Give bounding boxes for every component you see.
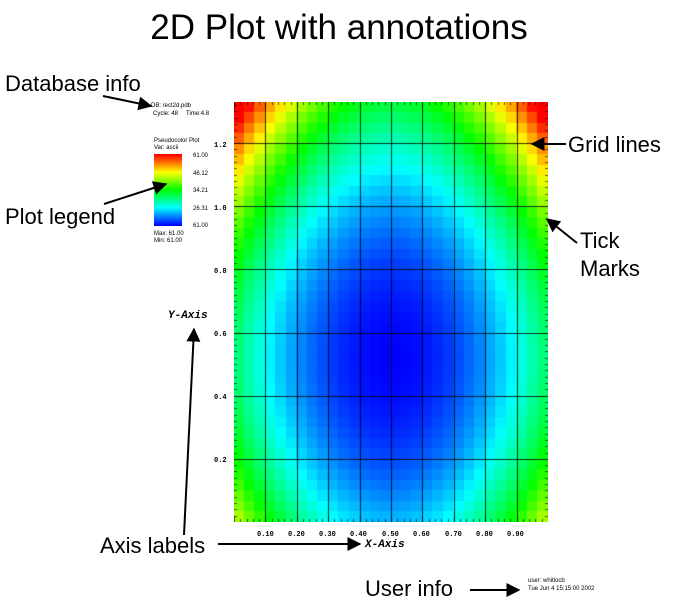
database-time: Time:4.8 bbox=[186, 111, 210, 117]
callout-grid-lines: Grid lines bbox=[568, 132, 661, 157]
legend-title: Pseudocolor Plot bbox=[154, 138, 200, 144]
callout-tick-marks-1: Tick bbox=[580, 228, 620, 253]
y-tick-label: 0.8 bbox=[214, 268, 227, 276]
arrow-database-info bbox=[102, 95, 153, 111]
arrow-axis-labels-y bbox=[183, 327, 201, 536]
user-name: user: whitlocb bbox=[528, 578, 565, 584]
legend-tick-3: 26.31 bbox=[193, 206, 209, 212]
x-tick-label: 0.10 bbox=[257, 531, 274, 539]
x-tick-label: 0.40 bbox=[350, 531, 367, 539]
y-tick-label: 0.6 bbox=[214, 331, 227, 339]
legend-max: Max: 61.00 bbox=[154, 231, 184, 237]
y-tick-label: 0.4 bbox=[214, 394, 227, 402]
y-axis-title: Y-Axis bbox=[168, 310, 208, 322]
legend-tick-1: 46.12 bbox=[193, 171, 209, 177]
x-tick-label: 0.90 bbox=[507, 531, 524, 539]
x-tick-label: 0.60 bbox=[413, 531, 430, 539]
database-cycle: Cycle: 48 bbox=[153, 111, 179, 117]
x-axis-title: X-Axis bbox=[365, 539, 405, 551]
legend-variable: Var: ascii bbox=[154, 145, 179, 151]
callout-axis-labels: Axis labels bbox=[100, 533, 206, 558]
database-filename: DB: rect2d.pdb bbox=[151, 103, 192, 109]
x-tick-label: 0.50 bbox=[382, 531, 399, 539]
page-title: 2D Plot with annotations bbox=[150, 8, 528, 47]
y-tick-label: 0.2 bbox=[214, 457, 227, 465]
callout-user-info: User info bbox=[365, 576, 454, 601]
arrow-plot-legend bbox=[103, 181, 168, 205]
user-timestamp: Tue Jun 4 15:15:00 2002 bbox=[528, 586, 595, 592]
x-tick-label: 0.20 bbox=[288, 531, 305, 539]
legend-tick-0: 61.00 bbox=[193, 153, 209, 159]
callout-database-info: Database info bbox=[5, 71, 141, 96]
callout-plot-legend: Plot legend bbox=[5, 204, 116, 229]
arrow-tick-marks bbox=[545, 218, 578, 244]
pseudocolor-plot bbox=[234, 102, 548, 522]
y-tick-label: 1.2 bbox=[214, 142, 227, 150]
callout-tick-marks-2: Marks bbox=[580, 256, 640, 281]
x-tick-label: 0.30 bbox=[319, 531, 336, 539]
legend-tick-4: 61.00 bbox=[193, 223, 209, 229]
x-tick-label: 0.80 bbox=[476, 531, 493, 539]
y-tick-label: 1.0 bbox=[214, 205, 227, 213]
legend-min: Min: 61.00 bbox=[154, 238, 183, 244]
x-tick-label: 0.70 bbox=[445, 531, 462, 539]
legend-tick-2: 34.21 bbox=[193, 188, 209, 194]
